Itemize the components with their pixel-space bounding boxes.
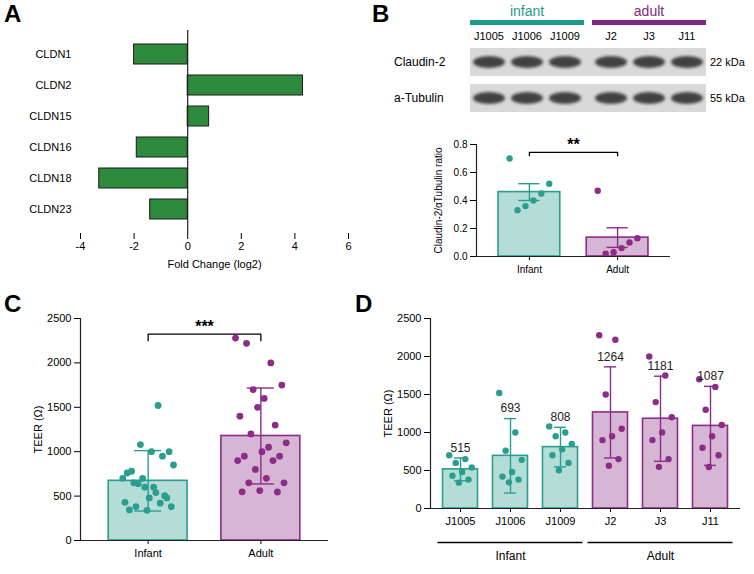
svg-text:J3: J3	[643, 30, 655, 42]
svg-text:0.2: 0.2	[454, 223, 468, 234]
svg-text:CLDN23: CLDN23	[29, 203, 71, 215]
svg-text:Adult: Adult	[606, 264, 629, 275]
svg-text:TEER (Ω): TEER (Ω)	[382, 390, 394, 438]
svg-text:***: ***	[195, 318, 214, 335]
svg-text:J1009: J1009	[546, 515, 576, 527]
svg-text:0.8: 0.8	[454, 139, 468, 150]
svg-text:0.0: 0.0	[454, 251, 468, 262]
svg-text:CLDN18: CLDN18	[29, 172, 71, 184]
svg-text:J1005: J1005	[474, 30, 504, 42]
svg-text:2500: 2500	[47, 312, 71, 324]
html-text:B: B	[372, 0, 390, 27]
svg-text:2: 2	[238, 240, 244, 252]
svg-text:Claudin-2: Claudin-2	[394, 55, 446, 69]
svg-text:J2: J2	[605, 515, 617, 527]
html-text:A: A	[4, 0, 22, 27]
svg-text:1087: 1087	[697, 369, 724, 383]
svg-text:adult: adult	[634, 4, 664, 19]
svg-text:-4: -4	[76, 240, 86, 252]
svg-text:Adult: Adult	[647, 549, 675, 563]
svg-text:**: **	[567, 136, 580, 153]
svg-text:a-Tubulin: a-Tubulin	[394, 91, 444, 105]
html-text:C: C	[4, 290, 22, 317]
svg-text:22 kDa: 22 kDa	[710, 56, 746, 68]
svg-text:6: 6	[345, 240, 351, 252]
svg-text:CLDN16: CLDN16	[29, 141, 71, 153]
svg-text:515: 515	[450, 441, 470, 455]
html-text:D: D	[355, 290, 373, 317]
svg-text:2000: 2000	[397, 350, 421, 362]
svg-text:Adult: Adult	[248, 547, 273, 559]
svg-text:1500: 1500	[397, 388, 421, 400]
svg-text:2500: 2500	[397, 312, 421, 324]
svg-text:CLDN2: CLDN2	[35, 79, 71, 91]
svg-text:Fold Change (log2): Fold Change (log2)	[167, 258, 261, 270]
svg-text:J1009: J1009	[550, 30, 580, 42]
svg-text:55 kDa: 55 kDa	[710, 92, 746, 104]
svg-text:1000: 1000	[47, 445, 71, 457]
svg-text:0: 0	[185, 240, 191, 252]
svg-text:808: 808	[550, 410, 570, 424]
svg-text:J11: J11	[679, 30, 696, 42]
svg-text:TEER (Ω): TEER (Ω)	[32, 406, 44, 454]
svg-text:CLDN1: CLDN1	[35, 48, 71, 60]
svg-text:0: 0	[415, 502, 421, 514]
svg-text:CLDN15: CLDN15	[29, 110, 71, 122]
svg-text:Infant: Infant	[134, 547, 162, 559]
svg-text:1181: 1181	[648, 359, 674, 373]
svg-text:500: 500	[53, 490, 71, 502]
svg-text:J1006: J1006	[496, 515, 526, 527]
svg-text:J1005: J1005	[446, 515, 476, 527]
svg-text:J1006: J1006	[512, 30, 542, 42]
svg-text:0: 0	[65, 534, 71, 546]
svg-text:693: 693	[500, 401, 520, 415]
svg-text:infant: infant	[510, 4, 544, 19]
svg-text:1500: 1500	[47, 401, 71, 413]
svg-text:J3: J3	[655, 515, 667, 527]
svg-text:-2: -2	[129, 240, 139, 252]
svg-text:2000: 2000	[47, 356, 71, 368]
svg-text:1264: 1264	[597, 350, 624, 364]
svg-text:Infant: Infant	[495, 549, 526, 563]
svg-text:0.4: 0.4	[454, 195, 468, 206]
svg-text:Infant: Infant	[517, 264, 542, 275]
svg-text:4: 4	[292, 240, 298, 252]
svg-text:J2: J2	[605, 30, 617, 42]
svg-text:500: 500	[403, 464, 421, 476]
svg-text:1000: 1000	[397, 426, 421, 438]
svg-text:Claudin-2/αTubulin ratio: Claudin-2/αTubulin ratio	[433, 147, 444, 253]
svg-text:J11: J11	[702, 515, 719, 527]
svg-text:0.6: 0.6	[454, 167, 468, 178]
